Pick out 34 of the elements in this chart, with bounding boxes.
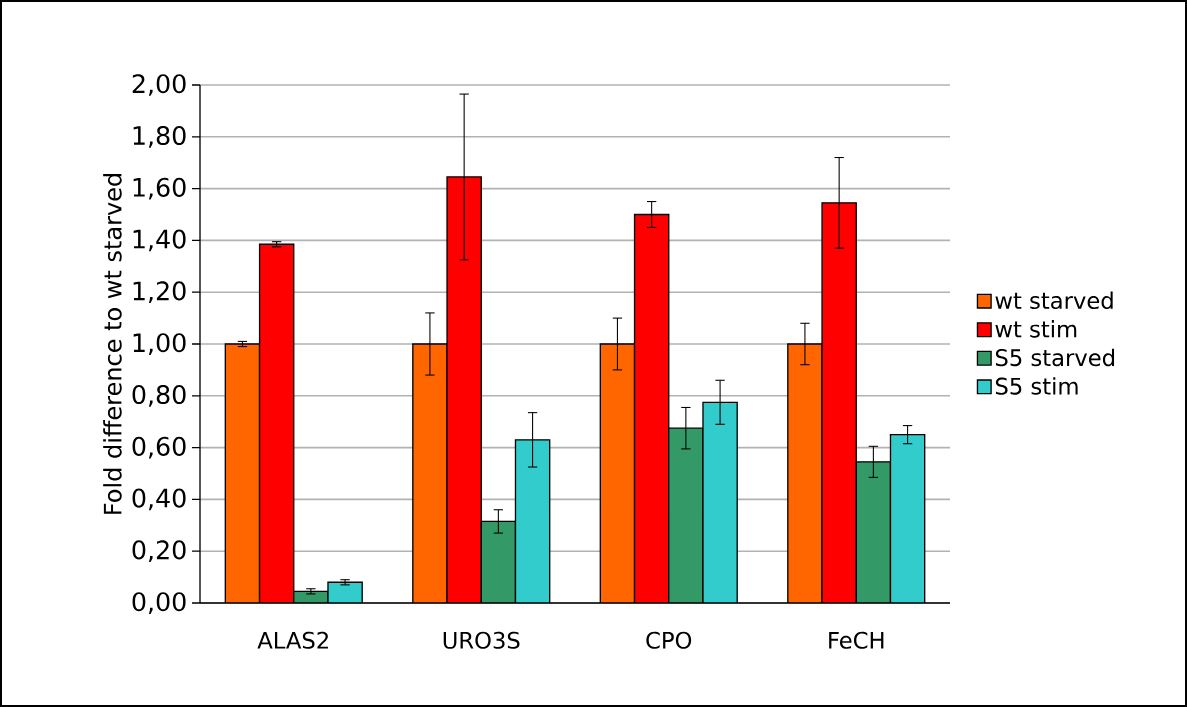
- bar: [225, 344, 260, 603]
- y-tick-label: 1,40: [133, 229, 186, 252]
- legend-label: S5 stim: [995, 377, 1078, 395]
- x-tick-label: ALAS2: [257, 631, 328, 649]
- y-tick-label: 0,60: [132, 436, 186, 459]
- y-tick-label: 0,20: [132, 540, 186, 563]
- y-axis-title: Fold difference to wt starved: [103, 174, 122, 514]
- bar: [515, 439, 550, 603]
- bar: [447, 176, 482, 603]
- bar: [787, 343, 823, 603]
- bar: [634, 214, 669, 603]
- bar: [259, 244, 294, 603]
- bar: [889, 433, 926, 603]
- x-tick-label: FeCH: [829, 631, 884, 649]
- bar: [481, 521, 516, 603]
- y-tick-label: 0,80: [132, 384, 186, 407]
- legend-label: wt stim: [995, 320, 1077, 338]
- x-tick-label: URO3S: [443, 631, 520, 649]
- y-tick-label: 0,00: [132, 592, 186, 614]
- bar: [668, 428, 703, 603]
- bar: [821, 202, 857, 603]
- bar: [600, 344, 635, 603]
- legend-label: wt starved: [995, 291, 1113, 310]
- y-tick-label: 0,40: [132, 488, 186, 511]
- y-tick-label: 1,20: [133, 281, 186, 304]
- bar: [855, 461, 892, 603]
- y-tick-label: 1,80: [133, 125, 186, 148]
- bar: [412, 344, 448, 603]
- bar: [702, 402, 738, 603]
- legend-label: S5 starved: [995, 348, 1115, 367]
- x-tick-label: CPO: [646, 631, 692, 649]
- y-tick-label: 1,60: [133, 177, 186, 200]
- y-tick-label: 1,00: [133, 333, 186, 355]
- y-tick-label: 2,00: [132, 74, 186, 96]
